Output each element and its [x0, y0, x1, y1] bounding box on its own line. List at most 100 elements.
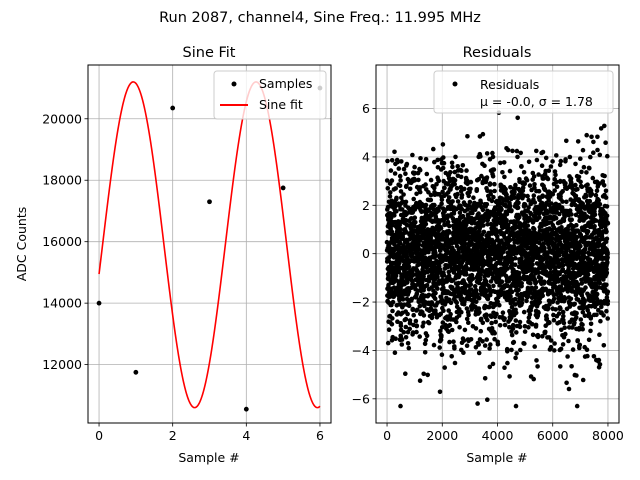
residual-point	[457, 325, 462, 330]
residual-point	[441, 272, 447, 278]
sine-fit-ytick-label: 16000	[42, 234, 82, 249]
residual-point	[432, 296, 438, 302]
residual-point	[428, 192, 434, 198]
residual-point	[478, 328, 484, 334]
residual-point	[521, 170, 527, 175]
residual-point	[597, 332, 602, 338]
residuals-title: Residuals	[463, 45, 532, 61]
residual-point	[530, 332, 536, 338]
residual-point	[422, 303, 427, 309]
sine-fit-xtick-label: 0	[95, 428, 103, 443]
sine-fit-axes-frame	[87, 64, 332, 424]
residual-point	[576, 174, 582, 180]
residual-point	[543, 155, 549, 161]
residual-point	[597, 362, 603, 367]
residuals-legend-box	[433, 70, 614, 114]
residual-point	[386, 327, 392, 333]
residual-point	[458, 189, 464, 194]
residual-point	[476, 306, 482, 311]
residual-point	[547, 320, 552, 326]
residual-point	[554, 184, 560, 189]
residual-point	[476, 211, 481, 216]
residual-point	[603, 188, 609, 194]
residual-point	[559, 249, 565, 254]
residual-point	[440, 189, 445, 195]
residual-point	[568, 296, 574, 302]
residual-point	[595, 134, 600, 140]
residual-point	[403, 199, 409, 205]
residual-point	[462, 299, 467, 304]
residual-point	[553, 215, 559, 221]
residual-point	[484, 151, 490, 156]
residual-point	[399, 195, 404, 201]
residual-point	[455, 164, 461, 169]
residual-point	[450, 199, 455, 204]
residual-point	[389, 178, 395, 183]
residual-point	[515, 292, 520, 297]
residual-point	[489, 198, 495, 204]
residual-point	[519, 281, 524, 286]
residual-point	[388, 168, 394, 173]
residual-point	[512, 189, 517, 195]
sine-fit-xtick-label: 4	[242, 428, 250, 443]
residual-point	[490, 174, 496, 179]
residual-point	[480, 320, 486, 326]
residual-point	[403, 324, 409, 330]
residual-point	[462, 186, 467, 192]
residual-point	[537, 215, 542, 220]
residual-point	[458, 174, 464, 180]
residual-point	[482, 343, 488, 348]
residual-point	[486, 304, 492, 310]
residual-point	[460, 213, 466, 219]
residual-point	[568, 176, 574, 181]
residual-point	[463, 272, 469, 277]
residual-point	[387, 194, 393, 199]
sine-fit-xlabel: Sample #	[178, 450, 239, 465]
residual-point	[392, 171, 398, 176]
residual-point	[488, 258, 494, 263]
sine-fit-curve	[98, 81, 321, 409]
residual-point	[399, 342, 405, 347]
residual-point	[581, 250, 587, 256]
residual-point	[439, 352, 445, 358]
residual-point	[472, 284, 478, 289]
residual-point	[560, 309, 566, 315]
residual-point	[485, 317, 490, 323]
residual-point	[421, 320, 426, 326]
residual-point	[534, 157, 540, 163]
residual-point	[527, 312, 533, 317]
residual-point	[462, 327, 468, 333]
residual-point	[417, 189, 423, 195]
residual-point	[477, 309, 482, 315]
residual-point	[577, 327, 582, 332]
residual-point	[509, 332, 515, 338]
residual-point	[536, 172, 541, 177]
residual-point	[575, 139, 581, 144]
residual-point	[400, 234, 406, 240]
residual-point	[504, 218, 509, 223]
residual-point	[505, 222, 511, 228]
legend-residuals-marker	[452, 81, 458, 87]
residual-point	[593, 287, 599, 293]
residual-point	[554, 179, 559, 185]
residual-point	[445, 219, 451, 225]
residual-point	[466, 312, 471, 318]
sine-fit-ytick-label: 18000	[42, 173, 82, 188]
residual-point	[446, 329, 452, 335]
residual-point	[513, 403, 519, 409]
residual-point	[464, 306, 470, 311]
residual-point	[505, 266, 510, 271]
sample-point	[133, 369, 139, 375]
residual-point	[479, 173, 484, 179]
residual-point	[506, 226, 512, 231]
residual-point	[579, 184, 585, 190]
residual-point	[440, 165, 446, 171]
residual-point	[510, 148, 515, 154]
residual-point	[452, 360, 458, 366]
residual-point	[475, 401, 480, 406]
residual-point	[603, 195, 609, 200]
residual-point	[426, 292, 432, 298]
residual-point	[390, 308, 395, 314]
residual-point	[439, 325, 445, 330]
residual-point	[405, 341, 411, 346]
